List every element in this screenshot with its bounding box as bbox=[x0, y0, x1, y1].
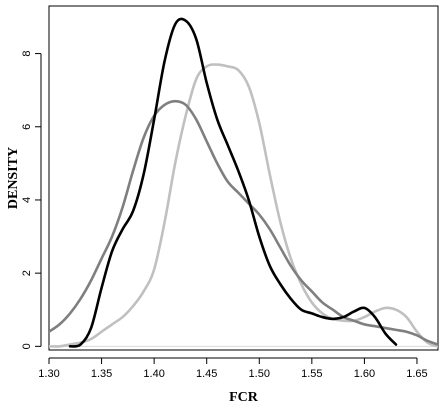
x-tick-label: 1.35 bbox=[91, 368, 112, 380]
x-axis: 1.30 1.35 1.40 1.45 1.50 1.55 1.60 1.65 bbox=[38, 357, 428, 380]
x-tick-label: 1.30 bbox=[38, 368, 59, 380]
x-tick-label: 1.50 bbox=[249, 368, 270, 380]
y-tick-label: 0 bbox=[21, 343, 33, 349]
x-tick-label: 1.65 bbox=[406, 368, 427, 380]
x-tick-label: 1.55 bbox=[301, 368, 322, 380]
x-tick-label: 1.60 bbox=[354, 368, 375, 380]
y-tick-label: 6 bbox=[21, 124, 33, 130]
density-curve-2 bbox=[49, 99, 438, 346]
x-tick-label: 1.45 bbox=[196, 368, 217, 380]
series-layer bbox=[49, 17, 438, 348]
x-axis-title: FCR bbox=[229, 390, 259, 405]
y-axis-title: DENSITY bbox=[6, 147, 21, 209]
y-axis: 0 2 4 6 8 bbox=[21, 51, 42, 349]
y-tick-label: 2 bbox=[21, 270, 33, 276]
y-tick-label: 8 bbox=[21, 51, 33, 57]
y-tick-label: 4 bbox=[21, 197, 33, 203]
density-curve-3 bbox=[49, 63, 438, 348]
plot-frame bbox=[48, 5, 439, 351]
density-curve-1 bbox=[68, 17, 398, 348]
x-tick-label: 1.40 bbox=[143, 368, 164, 380]
